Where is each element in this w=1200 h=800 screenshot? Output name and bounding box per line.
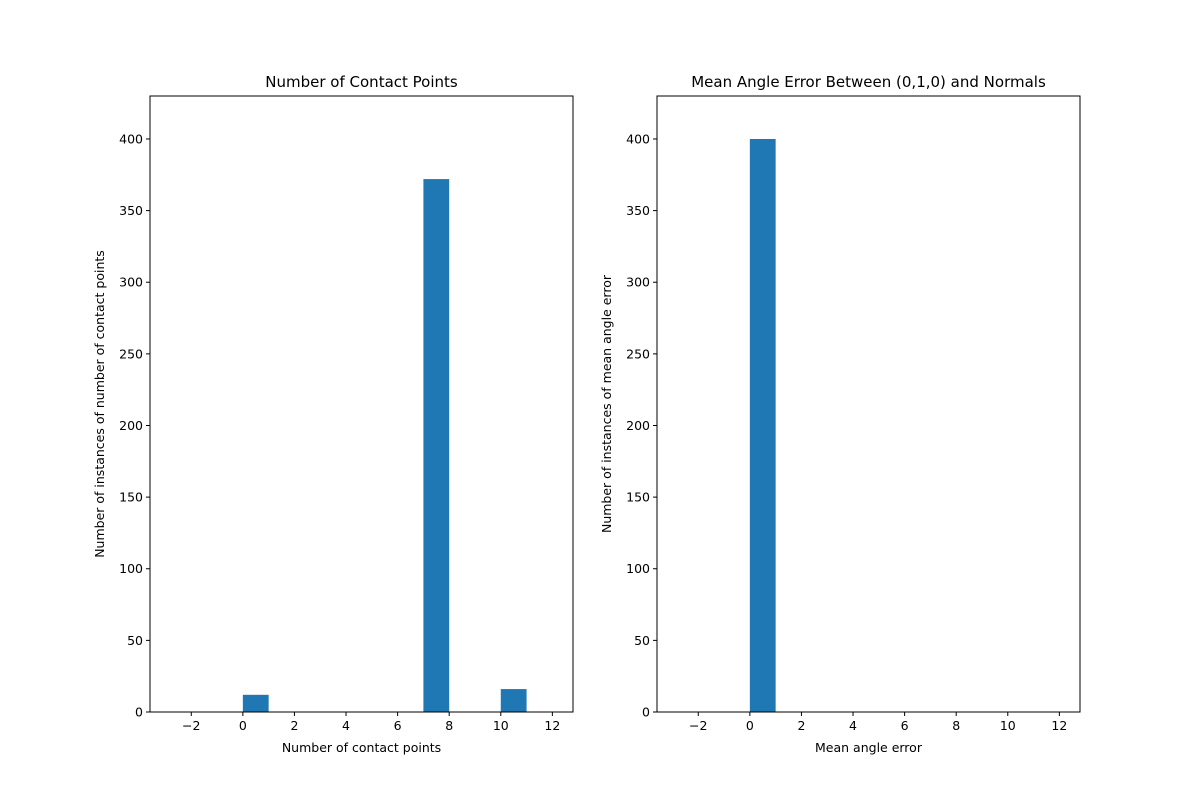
y-tick-label: 0	[642, 705, 650, 720]
chart-panel-contact-points: −2 0 2 4 6 8 10 12 0 50 100 150 200 250 300 350 400 Numbe…	[92, 73, 574, 755]
x-tick-label: 6	[901, 718, 909, 733]
axes-frame-mean-angle-error	[656, 95, 1081, 713]
x-tick-label: 12	[1051, 718, 1067, 733]
bar-mean-angle-error-0	[749, 138, 776, 713]
x-tick-label: 2	[290, 718, 298, 733]
y-tick-label: 250	[119, 346, 143, 361]
y-tick-label: 0	[135, 705, 143, 720]
x-tick-label: −2	[182, 718, 200, 733]
axes-frame-contact-points	[149, 95, 574, 713]
y-tick-label: 100	[626, 561, 650, 576]
y-tick-label: 100	[119, 561, 143, 576]
y-tick-label: 150	[119, 490, 143, 505]
y-tick-label: 50	[634, 633, 650, 648]
y-tick-label: 250	[626, 346, 650, 361]
chart-title-contact-points: Number of Contact Points	[265, 73, 458, 91]
x-tick-label: 2	[797, 718, 805, 733]
y-tick-label: 50	[127, 633, 143, 648]
y-axis-label-mean-angle-error: Number of instances of mean angle error	[599, 274, 614, 533]
bar-contact-points-2	[500, 689, 527, 712]
x-tick-label: 10	[1000, 718, 1016, 733]
y-tick-label: 200	[119, 418, 143, 433]
bar-contact-points-1	[423, 179, 450, 713]
x-axis-label-contact-points: Number of contact points	[282, 740, 441, 755]
y-axis-label-contact-points: Number of instances of number of contact…	[92, 250, 107, 558]
y-tick-label: 300	[626, 275, 650, 290]
x-tick-label: 10	[493, 718, 509, 733]
y-tick-label: 350	[626, 203, 650, 218]
x-tick-label: 8	[445, 718, 453, 733]
x-tick-label: 8	[952, 718, 960, 733]
y-tick-label: 400	[119, 131, 143, 146]
x-tick-label: 0	[239, 718, 247, 733]
chart-panel-mean-angle-error: −2 0 2 4 6 8 10 12 0 50 100 150 200 250 300 350 400 Mean …	[599, 73, 1081, 755]
x-tick-label: 6	[394, 718, 402, 733]
x-tick-label: 12	[544, 718, 560, 733]
y-tick-label: 150	[626, 490, 650, 505]
y-tick-label: 300	[119, 275, 143, 290]
chart-title-mean-angle-error: Mean Angle Error Between (0,1,0) and Nor…	[691, 73, 1046, 91]
x-tick-label: 4	[342, 718, 350, 733]
bar-contact-points-0	[242, 694, 269, 712]
y-tick-label: 350	[119, 203, 143, 218]
x-tick-label: 0	[746, 718, 754, 733]
y-tick-label: 200	[626, 418, 650, 433]
x-tick-label: 4	[849, 718, 857, 733]
x-tick-label: −2	[689, 718, 707, 733]
y-tick-label: 400	[626, 131, 650, 146]
x-axis-label-mean-angle-error: Mean angle error	[815, 740, 923, 755]
